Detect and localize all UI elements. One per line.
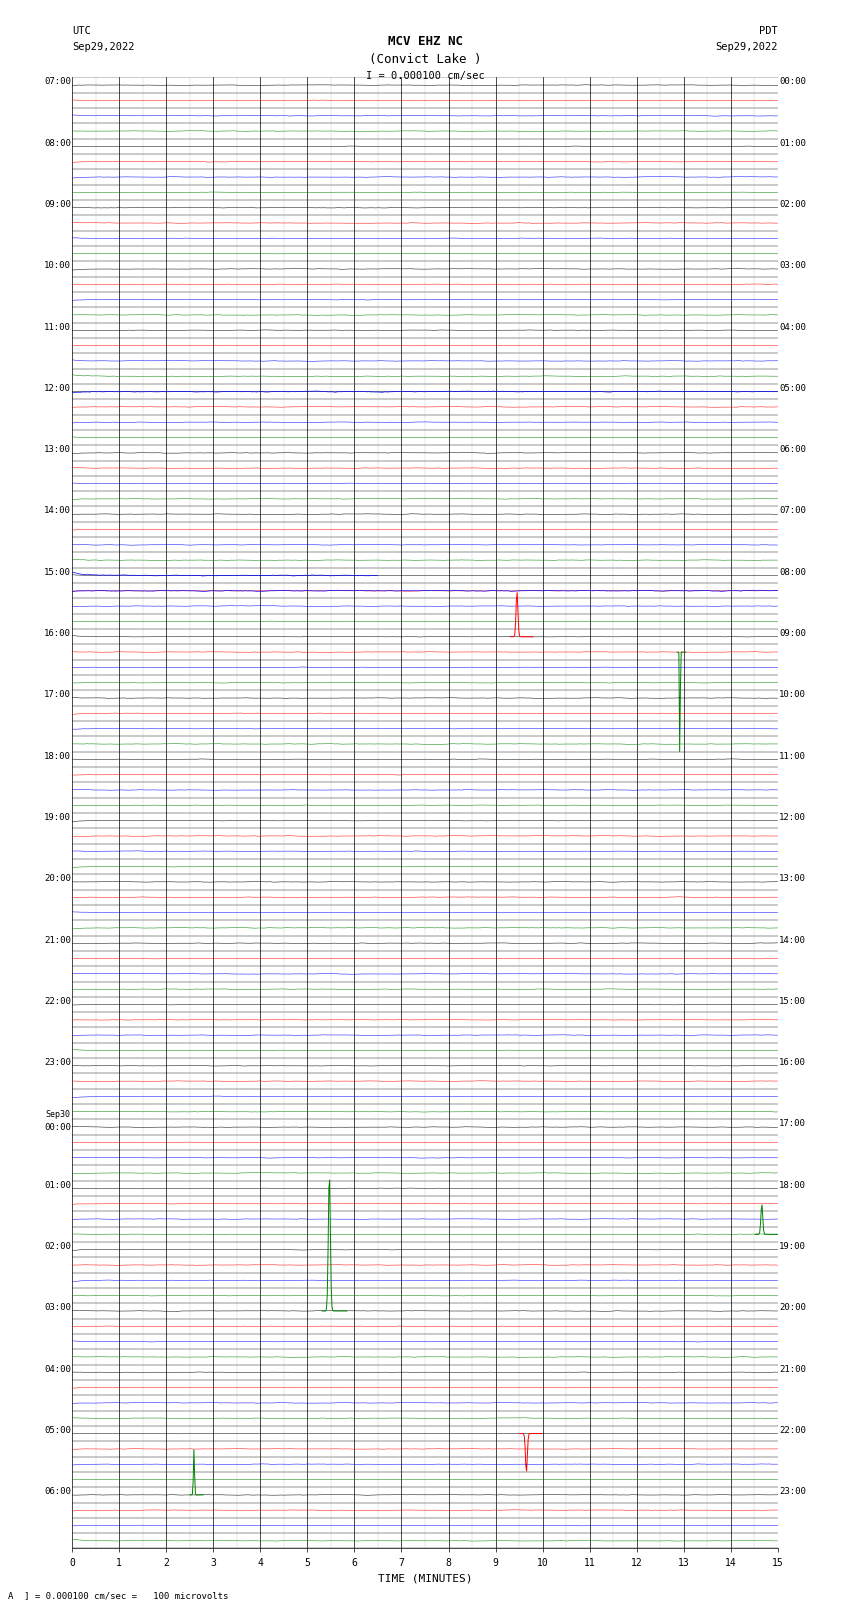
Text: 16:00: 16:00 bbox=[44, 629, 71, 639]
Text: I = 0.000100 cm/sec: I = 0.000100 cm/sec bbox=[366, 71, 484, 81]
Text: 02:00: 02:00 bbox=[779, 200, 806, 210]
Text: 12:00: 12:00 bbox=[779, 813, 806, 823]
Text: 17:00: 17:00 bbox=[779, 1119, 806, 1129]
Text: 10:00: 10:00 bbox=[779, 690, 806, 700]
Text: 18:00: 18:00 bbox=[779, 1181, 806, 1190]
Text: 00:00: 00:00 bbox=[779, 77, 806, 87]
Text: 19:00: 19:00 bbox=[779, 1242, 806, 1252]
Text: 17:00: 17:00 bbox=[44, 690, 71, 700]
Text: 09:00: 09:00 bbox=[44, 200, 71, 210]
Text: 00:00: 00:00 bbox=[44, 1123, 71, 1132]
Text: 20:00: 20:00 bbox=[44, 874, 71, 884]
Text: 08:00: 08:00 bbox=[44, 139, 71, 148]
Text: 11:00: 11:00 bbox=[779, 752, 806, 761]
Text: Sep30: Sep30 bbox=[46, 1110, 71, 1119]
Text: 12:00: 12:00 bbox=[44, 384, 71, 394]
Text: Sep29,2022: Sep29,2022 bbox=[72, 42, 135, 52]
Text: 03:00: 03:00 bbox=[779, 261, 806, 271]
Text: 10:00: 10:00 bbox=[44, 261, 71, 271]
Text: 01:00: 01:00 bbox=[779, 139, 806, 148]
Text: MCV EHZ NC: MCV EHZ NC bbox=[388, 35, 462, 48]
Text: 11:00: 11:00 bbox=[44, 323, 71, 332]
Text: 09:00: 09:00 bbox=[779, 629, 806, 639]
Text: Sep29,2022: Sep29,2022 bbox=[715, 42, 778, 52]
Text: 05:00: 05:00 bbox=[44, 1426, 71, 1436]
Text: A  ] = 0.000100 cm/sec =   100 microvolts: A ] = 0.000100 cm/sec = 100 microvolts bbox=[8, 1590, 229, 1600]
Text: 07:00: 07:00 bbox=[44, 77, 71, 87]
Text: 21:00: 21:00 bbox=[44, 936, 71, 945]
Text: 18:00: 18:00 bbox=[44, 752, 71, 761]
Text: 16:00: 16:00 bbox=[779, 1058, 806, 1068]
X-axis label: TIME (MINUTES): TIME (MINUTES) bbox=[377, 1573, 473, 1582]
Text: 14:00: 14:00 bbox=[779, 936, 806, 945]
Text: 23:00: 23:00 bbox=[779, 1487, 806, 1497]
Text: 04:00: 04:00 bbox=[779, 323, 806, 332]
Text: 19:00: 19:00 bbox=[44, 813, 71, 823]
Text: 22:00: 22:00 bbox=[44, 997, 71, 1007]
Text: 01:00: 01:00 bbox=[44, 1181, 71, 1190]
Text: 21:00: 21:00 bbox=[779, 1365, 806, 1374]
Text: PDT: PDT bbox=[759, 26, 778, 35]
Text: 15:00: 15:00 bbox=[779, 997, 806, 1007]
Text: 22:00: 22:00 bbox=[779, 1426, 806, 1436]
Text: 06:00: 06:00 bbox=[779, 445, 806, 455]
Text: 23:00: 23:00 bbox=[44, 1058, 71, 1068]
Text: 05:00: 05:00 bbox=[779, 384, 806, 394]
Text: 04:00: 04:00 bbox=[44, 1365, 71, 1374]
Text: UTC: UTC bbox=[72, 26, 91, 35]
Text: (Convict Lake ): (Convict Lake ) bbox=[369, 53, 481, 66]
Text: 13:00: 13:00 bbox=[779, 874, 806, 884]
Text: 07:00: 07:00 bbox=[779, 506, 806, 516]
Text: 20:00: 20:00 bbox=[779, 1303, 806, 1313]
Text: 13:00: 13:00 bbox=[44, 445, 71, 455]
Text: 02:00: 02:00 bbox=[44, 1242, 71, 1252]
Text: 15:00: 15:00 bbox=[44, 568, 71, 577]
Text: 06:00: 06:00 bbox=[44, 1487, 71, 1497]
Text: 08:00: 08:00 bbox=[779, 568, 806, 577]
Text: 14:00: 14:00 bbox=[44, 506, 71, 516]
Text: 03:00: 03:00 bbox=[44, 1303, 71, 1313]
